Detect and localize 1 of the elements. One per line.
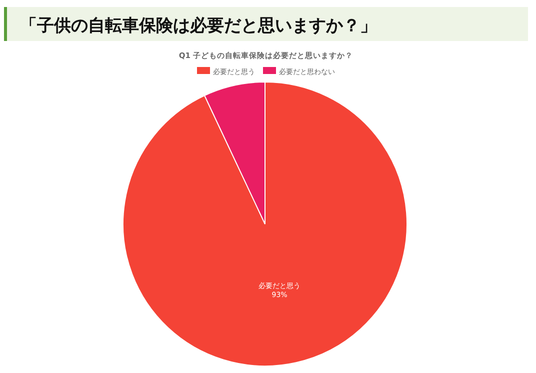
chart-title: 「子供の自転車保険は必要だと思いますか？」 [20, 16, 377, 36]
